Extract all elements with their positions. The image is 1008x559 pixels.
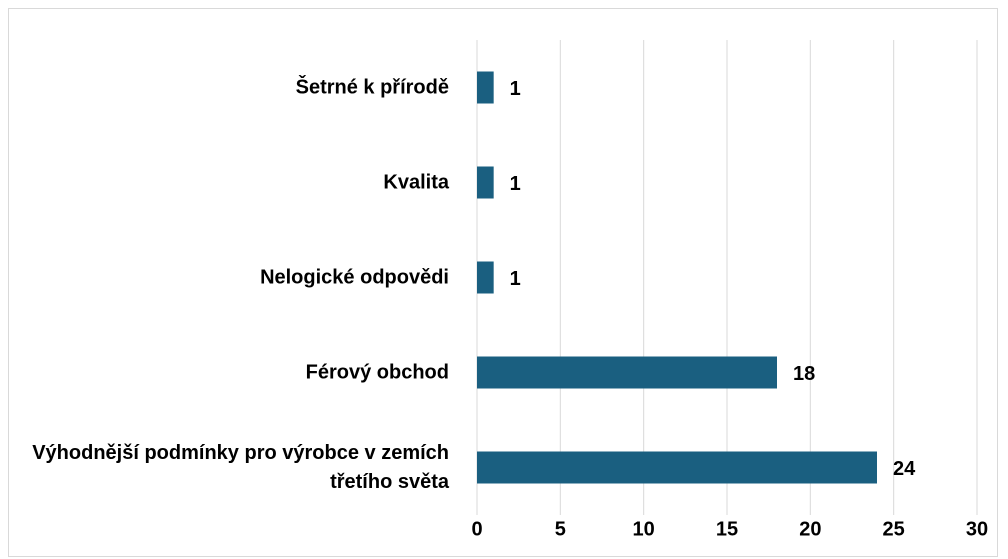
bar bbox=[477, 261, 494, 294]
y-tick-label: Šetrné k přírodě bbox=[295, 76, 449, 98]
x-tick-label: 0 bbox=[471, 518, 482, 540]
x-tick-label: 30 bbox=[966, 518, 988, 540]
x-tick-label: 15 bbox=[716, 518, 738, 540]
x-tick-label: 25 bbox=[883, 518, 905, 540]
data-label: 1 bbox=[510, 173, 521, 195]
bar bbox=[477, 451, 877, 484]
data-label: 18 bbox=[793, 363, 815, 385]
chart-frame bbox=[8, 8, 998, 557]
bar bbox=[477, 356, 777, 389]
x-tick-label: 20 bbox=[799, 518, 821, 540]
y-tick-label: Kvalita bbox=[383, 171, 449, 193]
y-tick-label: Výhodnější podmínky pro výrobce v zemích… bbox=[32, 441, 449, 493]
bar bbox=[477, 71, 494, 104]
y-tick-label: Nelogické odpovědi bbox=[260, 266, 449, 288]
x-tick-label: 10 bbox=[633, 518, 655, 540]
bar bbox=[477, 166, 494, 199]
data-label: 1 bbox=[510, 78, 521, 100]
y-tick-label: Férový obchod bbox=[305, 361, 449, 383]
data-label: 1 bbox=[510, 268, 521, 290]
x-tick-label: 5 bbox=[555, 518, 566, 540]
data-label: 24 bbox=[893, 458, 916, 480]
